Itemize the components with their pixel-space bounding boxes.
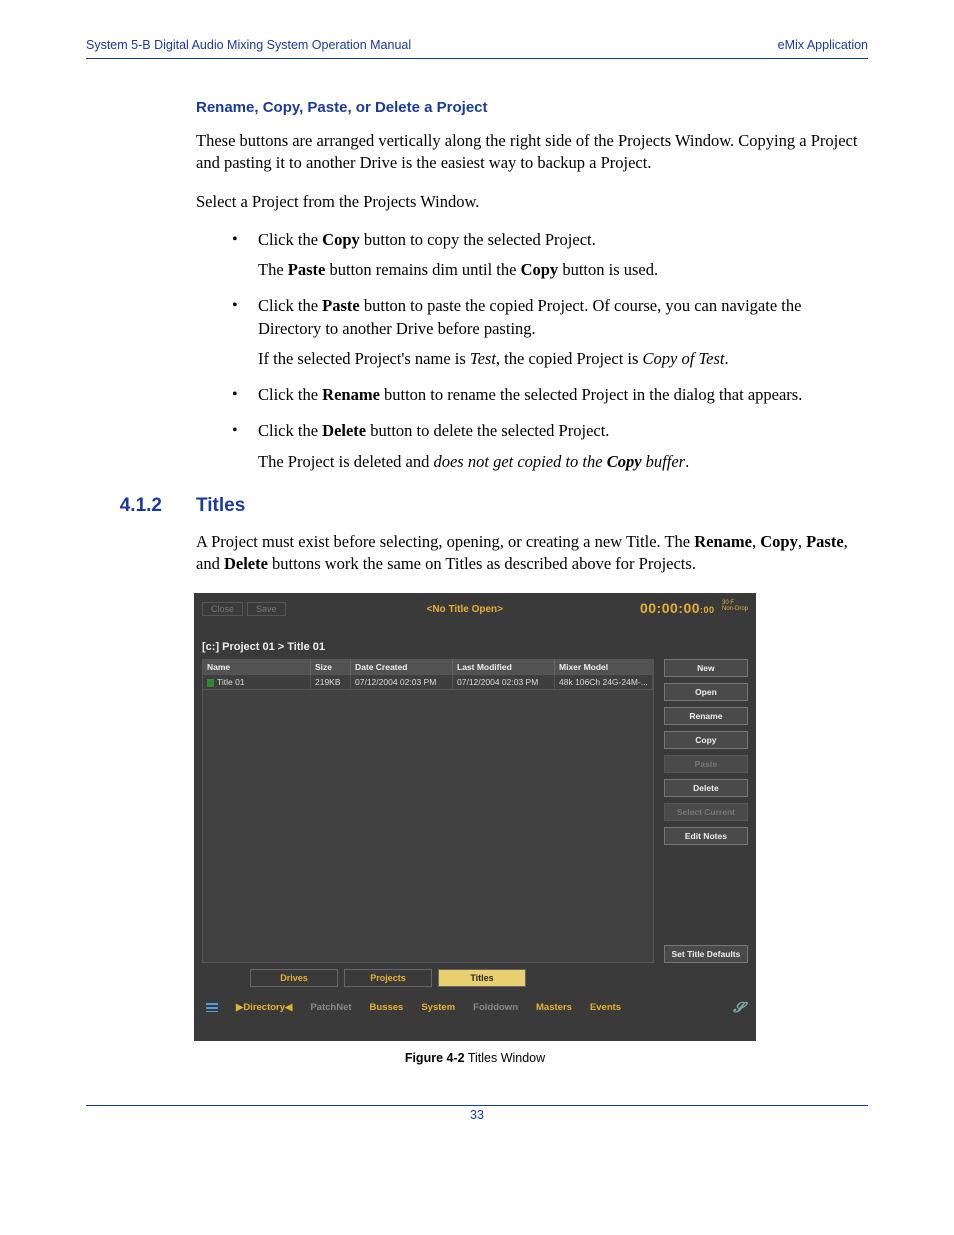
breadcrumb-path: [c:] Project 01 > Title 01 [202, 641, 748, 653]
titles-window-screenshot: Close Save <No Title Open> 00:00:00:00 3… [194, 593, 756, 1041]
cell-created: 07/12/2004 02:03 PM [351, 675, 453, 690]
close-button[interactable]: Close [202, 602, 243, 616]
cell-size: 219KB [311, 675, 351, 690]
nav-events[interactable]: Events [590, 1002, 621, 1013]
figure-caption: Figure 4-2 Titles Window [194, 1051, 756, 1065]
bullet-list: Click the Copy button to copy the select… [196, 229, 868, 473]
para-select: Select a Project from the Projects Windo… [196, 191, 868, 213]
col-name[interactable]: Name [203, 660, 311, 675]
set-title-defaults-button[interactable]: Set Title Defaults [664, 945, 748, 963]
cell-modified: 07/12/2004 02:03 PM [453, 675, 555, 690]
rename-button[interactable]: Rename [664, 707, 748, 725]
view-tabs: Drives Projects Titles [250, 969, 748, 987]
bullet-rename: Click the Rename button to rename the se… [232, 384, 868, 406]
page-number: 33 [86, 1108, 868, 1122]
cell-name: Title 01 [203, 675, 311, 690]
footer-rule [86, 1105, 868, 1106]
content: Rename, Copy, Paste, or Delete a Project… [86, 99, 868, 1065]
table-header: Name Size Date Created Last Modified Mix… [203, 660, 653, 675]
section-title: Titles [196, 495, 245, 517]
timecode: 00:00:00:00 30 F Non-Drop [640, 600, 748, 618]
paste-button[interactable]: Paste [664, 755, 748, 773]
save-button[interactable]: Save [247, 602, 286, 616]
section-number: 4.1.2 [86, 495, 162, 517]
nav-patchnet[interactable]: PatchNet [310, 1002, 351, 1013]
para-intro: These buttons are arranged vertically al… [196, 130, 868, 175]
timecode-main: 00:00:00 [640, 600, 700, 616]
menu-bars-icon[interactable] [206, 1003, 218, 1012]
cell-model: 48k 106Ch 24G-24M-... [555, 675, 653, 690]
tab-drives[interactable]: Drives [250, 969, 338, 987]
page: System 5-B Digital Audio Mixing System O… [0, 0, 954, 1235]
no-title-open-label: <No Title Open> [290, 604, 640, 615]
page-header: System 5-B Digital Audio Mixing System O… [86, 38, 868, 58]
timecode-frames: :00 [700, 605, 715, 615]
bottom-nav: ▶Directory◀ PatchNet Busses System Foldd… [202, 999, 748, 1016]
open-button[interactable]: Open [664, 683, 748, 701]
select-current-button[interactable]: Select Current [664, 803, 748, 821]
nav-directory[interactable]: ▶Directory◀ [236, 1002, 292, 1013]
nav-masters[interactable]: Masters [536, 1002, 572, 1013]
bullet-paste-detail: If the selected Project's name is Test, … [258, 348, 868, 370]
title-file-icon [207, 679, 214, 687]
table-row[interactable]: Title 01 219KB 07/12/2004 02:03 PM 07/12… [203, 675, 653, 690]
para-titles: A Project must exist before selecting, o… [196, 531, 868, 576]
sidebar-spacer [664, 851, 748, 939]
col-model[interactable]: Mixer Model [555, 660, 653, 675]
bullet-copy: Click the Copy button to copy the select… [232, 229, 868, 282]
tab-titles[interactable]: Titles [438, 969, 526, 987]
sidebar: New Open Rename Copy Paste Delete Select… [664, 659, 748, 963]
header-rule [86, 58, 868, 59]
delete-button[interactable]: Delete [664, 779, 748, 797]
nav-system[interactable]: System [421, 1002, 455, 1013]
header-right: eMix Application [778, 38, 868, 52]
bullet-delete-detail: The Project is deleted and does not get … [258, 451, 868, 473]
col-size[interactable]: Size [311, 660, 351, 675]
nav-busses[interactable]: Busses [370, 1002, 404, 1013]
subheading-rename: Rename, Copy, Paste, or Delete a Project [196, 99, 868, 116]
timecode-meta: 30 F Non-Drop [722, 600, 748, 612]
ss-main: Name Size Date Created Last Modified Mix… [202, 659, 748, 963]
edit-notes-button[interactable]: Edit Notes [664, 827, 748, 845]
tab-projects[interactable]: Projects [344, 969, 432, 987]
ss-topbar: Close Save <No Title Open> 00:00:00:00 3… [202, 599, 748, 619]
new-button[interactable]: New [664, 659, 748, 677]
bullet-delete: Click the Delete button to delete the se… [232, 420, 868, 473]
copy-button[interactable]: Copy [664, 731, 748, 749]
col-modified[interactable]: Last Modified [453, 660, 555, 675]
titles-table: Name Size Date Created Last Modified Mix… [202, 659, 654, 963]
header-left: System 5-B Digital Audio Mixing System O… [86, 38, 411, 52]
col-created[interactable]: Date Created [351, 660, 453, 675]
section-heading: 4.1.2 Titles [86, 495, 868, 517]
bullet-copy-detail: The Paste button remains dim until the C… [258, 259, 868, 281]
bullet-paste: Click the Paste button to paste the copi… [232, 295, 868, 370]
curve-icon: 𝓢 [733, 999, 748, 1016]
nav-folddown[interactable]: Folddown [473, 1002, 518, 1013]
